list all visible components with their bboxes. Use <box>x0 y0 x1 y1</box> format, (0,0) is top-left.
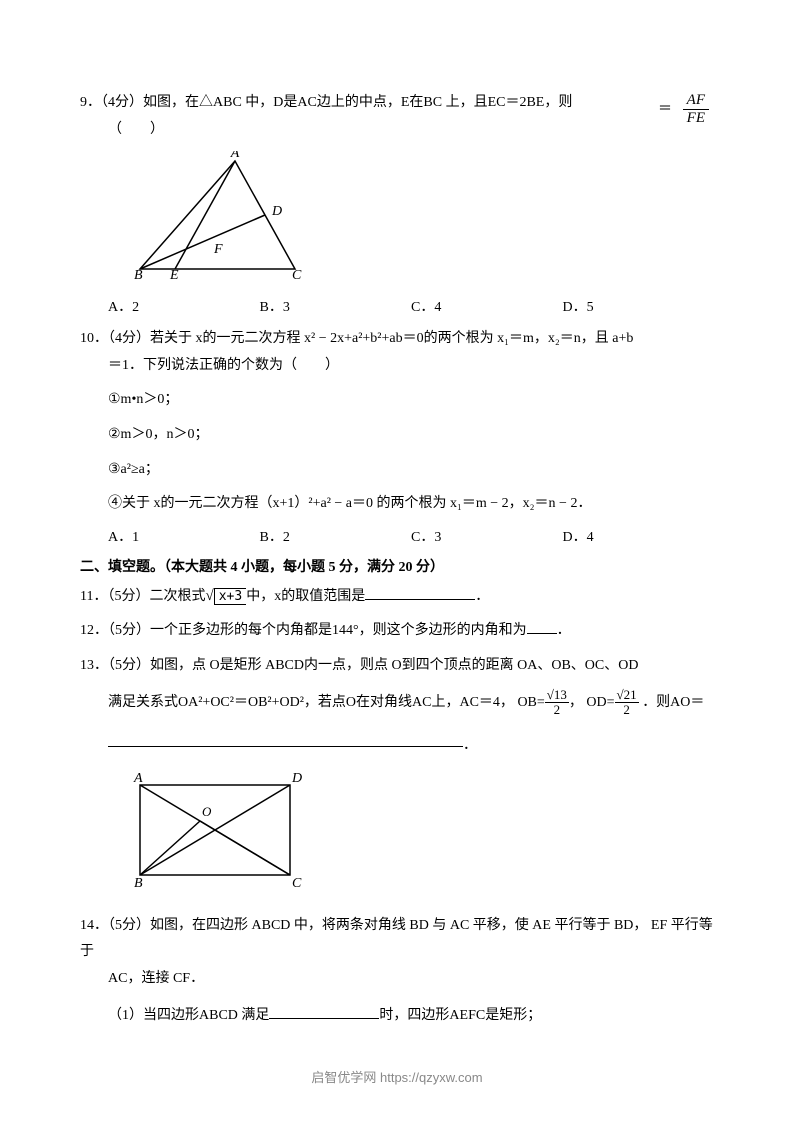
q12-text: 12．（5分）一个正多边形的每个内角都是144°，则这个多边形的内角和为 <box>80 623 527 638</box>
svg-text:C: C <box>292 268 302 281</box>
svg-text:E: E <box>169 268 179 281</box>
question-12: 12．（5分）一个正多边形的每个内角都是144°，则这个多边形的内角和为 ． <box>80 618 714 645</box>
question-13: 13．（5分）如图，点 O是矩形 ABCD内一点，则点 O到四个顶点的距离 OA… <box>80 653 714 760</box>
q14-line1: 14．（5分）如图，在四边形 ABCD 中，将两条对角线 BD 与 AC 平移，… <box>80 913 714 966</box>
question-10: 10．（4分）若关于 x的一元二次方程 x² − 2x+a²+b²+ab＝0的两… <box>80 326 714 518</box>
q12-end: ． <box>557 623 571 638</box>
q9-choice-d: D．5 <box>563 296 715 316</box>
q14-blank <box>269 1018 379 1019</box>
svg-text:D: D <box>291 771 302 786</box>
q9-figure: A B C D E F <box>120 151 714 286</box>
q13-blank <box>108 745 463 747</box>
q12-blank <box>527 633 557 634</box>
q10-s3: ③a²≥a； <box>80 457 714 484</box>
section-2-title: 二、填空题。（本大题共 4 小题，每小题 5 分，满分 20 分） <box>80 556 714 576</box>
svg-text:A: A <box>230 151 240 161</box>
q13-end: ． <box>463 738 477 753</box>
question-14: 14．（5分）如图，在四边形 ABCD 中，将两条对角线 BD 与 AC 平移，… <box>80 913 714 1029</box>
q13-line1: 13．（5分）如图，点 O是矩形 ABCD内一点，则点 O到四个顶点的距离 OA… <box>80 653 714 680</box>
q13-od-label: OD= <box>586 695 614 710</box>
svg-text:B: B <box>134 268 143 281</box>
q13-figure: A D B C O <box>120 770 714 895</box>
svg-text:C: C <box>292 876 302 890</box>
q10-s2: ②m＞0，n＞0； <box>80 422 714 449</box>
q9-fraction: AF FE <box>683 92 709 127</box>
q11-pre: 11．（5分）二次根式 <box>80 589 205 604</box>
q10-choice-b: B．2 <box>260 526 412 546</box>
q9-frac-num: AF <box>683 92 709 110</box>
page-footer: 启智优学网 https://qzyxw.com <box>0 1067 794 1086</box>
q13-ob-label: OB= <box>517 695 544 710</box>
q9-choice-b: B．3 <box>260 296 412 316</box>
q13-line2b: ．则AO＝ <box>642 695 704 710</box>
q9-choice-c: C．4 <box>411 296 563 316</box>
question-9: 9．（4分）如图，在△ABC 中，D是AC边上的中点，E在BC 上，且EC＝2B… <box>80 90 714 143</box>
svg-text:B: B <box>134 876 143 890</box>
q14-sub1a: （1）当四边形ABCD 满足 <box>108 1008 269 1023</box>
q13-blank-row: ． <box>80 733 714 760</box>
q9-stem-line2: （ ） <box>80 117 714 144</box>
q10-choice-a: A．1 <box>108 526 260 546</box>
q11-blank <box>365 599 475 600</box>
q11-post: 中，x的取值范围是 <box>246 589 365 604</box>
exam-page: 9．（4分）如图，在△ABC 中，D是AC边上的中点，E在BC 上，且EC＝2B… <box>0 0 794 1077</box>
question-11: 11．（5分）二次根式√x+3中，x的取值范围是 ． <box>80 582 714 611</box>
q13-od-frac: √212 <box>615 688 639 718</box>
q9-stem-line1: 9．（4分）如图，在△ABC 中，D是AC边上的中点，E在BC 上，且EC＝2B… <box>80 90 714 117</box>
q10-choice-c: C．3 <box>411 526 563 546</box>
q9-equals: ＝ <box>658 98 672 118</box>
q14-sub1: （1）当四边形ABCD 满足 时，四边形AEFC是矩形； <box>80 1003 714 1030</box>
q9-frac-den: FE <box>683 110 709 127</box>
q13-line2: 满足关系式OA²+OC²＝OB²+OD²，若点O在对角线AC上，AC＝4， OB… <box>80 688 714 718</box>
q10-stem2: ＝1．下列说法正确的个数为（ ） <box>80 353 714 380</box>
q10-choice-d: D．4 <box>563 526 715 546</box>
q11-end: ． <box>475 589 489 604</box>
svg-text:A: A <box>133 771 143 786</box>
q10-s4: ④关于 x的一元二次方程（x+1）²+a² − a＝0 的两个根为 x₁＝m −… <box>80 491 714 518</box>
q13-sep1: ， <box>569 695 583 710</box>
svg-text:F: F <box>213 242 223 257</box>
q13-ob-frac: √132 <box>545 688 569 718</box>
q11-root: x+3 <box>214 588 246 605</box>
q13-line2a: 满足关系式OA²+OC²＝OB²+OD²，若点O在对角线AC上，AC＝4， <box>108 695 514 710</box>
svg-text:D: D <box>271 204 282 219</box>
svg-text:O: O <box>202 804 212 819</box>
q10-stem: 10．（4分）若关于 x的一元二次方程 x² − 2x+a²+b²+ab＝0的两… <box>80 326 714 353</box>
q10-choices: A．1 B．2 C．3 D．4 <box>80 526 714 546</box>
q14-sub1b: 时，四边形AEFC是矩形； <box>379 1008 541 1023</box>
q10-s1: ①m•n＞0； <box>80 387 714 414</box>
q9-choices: A．2 B．3 C．4 D．5 <box>80 296 714 316</box>
q14-line2: AC，连接 CF． <box>80 966 714 993</box>
q9-choice-a: A．2 <box>108 296 260 316</box>
sqrt-icon: √ <box>205 588 213 604</box>
